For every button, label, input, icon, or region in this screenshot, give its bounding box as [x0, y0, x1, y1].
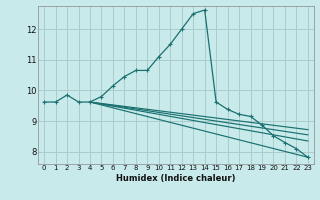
- X-axis label: Humidex (Indice chaleur): Humidex (Indice chaleur): [116, 174, 236, 183]
